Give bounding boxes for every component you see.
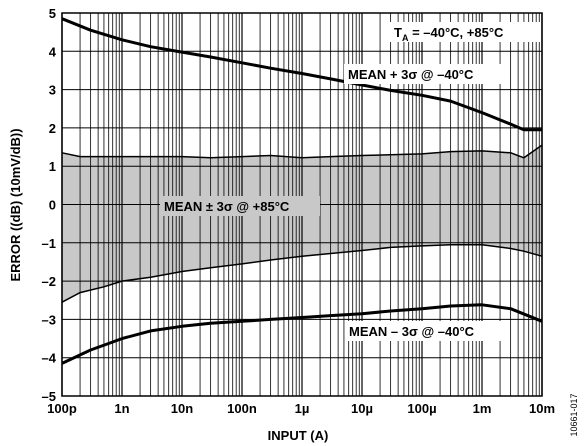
x-tick-label: 10m	[529, 401, 555, 416]
x-tick-label: 10n	[171, 401, 193, 416]
annotation-band-bg	[160, 196, 320, 216]
annotation-lower-bg	[345, 321, 509, 341]
series-mean-minus-3sigma-line	[61, 303, 543, 365]
y-tick-label: 5	[49, 6, 56, 21]
y-tick-label: –5	[42, 389, 56, 404]
x-tick-label: 100p	[47, 401, 77, 416]
y-tick-label: –2	[42, 274, 56, 289]
annotation-lower: MEAN – 3σ @ –40°C	[345, 321, 509, 341]
annotation-temp-text: TA = –40°C, +85°C	[394, 25, 504, 43]
tick-labels: 100p 1n 10n 100n 1µ 10µ 100µ 1m 10m 5 4 3 2 1 0 –1 –2 –3 –…	[42, 6, 555, 416]
series-mean-plus-3sigma-line	[61, 17, 542, 132]
annotation-temp-bg	[390, 22, 540, 42]
x-tick-label: 100n	[227, 401, 257, 416]
band-85c-lower-line	[61, 243, 543, 303]
annotation-upper: MEAN + 3σ @ –40°C	[344, 64, 508, 84]
y-tick-label: 1	[49, 159, 56, 174]
y-tick-label: –1	[42, 236, 56, 251]
x-tick-label: 1µ	[295, 401, 310, 416]
x-tick-label: 10µ	[351, 401, 373, 416]
y-axis-title: ERROR ((dB) (10mV/dB))	[8, 128, 23, 281]
annotation-upper-bg	[344, 64, 508, 84]
x-tick-label: 1n	[114, 401, 129, 416]
y-tick-label: 3	[49, 83, 56, 98]
y-tick-label: 0	[49, 198, 56, 213]
x-tick-label: 100µ	[407, 401, 436, 416]
y-tick-label: 4	[49, 44, 57, 59]
annotation-temp: TA = –40°C, +85°C	[390, 22, 540, 43]
y-tick-label: 2	[49, 121, 56, 136]
x-tick-label: 1m	[473, 401, 492, 416]
annotation-upper-text: MEAN + 3σ @ –40°C	[348, 67, 474, 82]
annotation-band: MEAN ± 3σ @ +85°C	[160, 196, 320, 216]
band-85c-upper-line	[61, 144, 543, 159]
series-lines	[61, 17, 543, 365]
y-tick-label: –4	[42, 351, 57, 366]
figure-id: 10661-017	[569, 393, 579, 436]
plot-frame	[61, 12, 543, 397]
annotation-lower-text: MEAN – 3σ @ –40°C	[349, 324, 475, 339]
y-tick-label: –3	[42, 312, 56, 327]
annotation-band-text: MEAN ± 3σ @ +85°C	[164, 199, 290, 214]
x-axis-title: INPUT (A)	[268, 428, 329, 443]
